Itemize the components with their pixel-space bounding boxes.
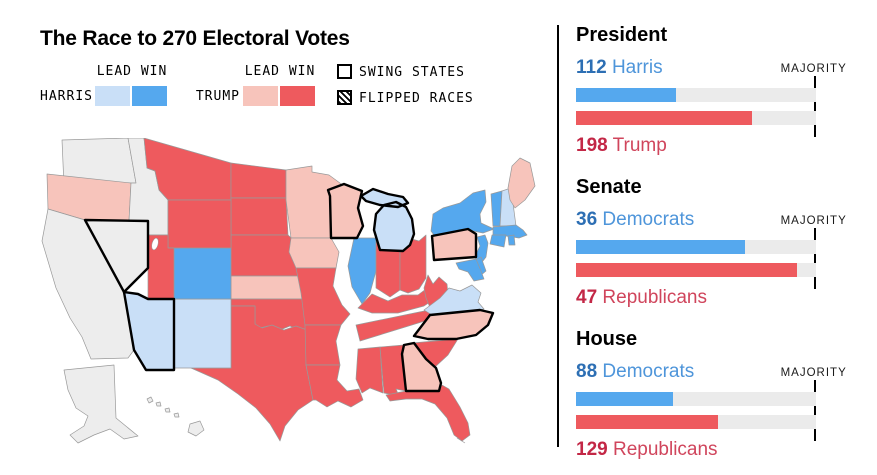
senate-section: Senate 36 Democrats MAJORITY 47 Republic… xyxy=(576,176,866,309)
state-NC[interactable] xyxy=(412,308,495,341)
trump-total: 198 Trump xyxy=(576,134,866,157)
house-dem-total: 88 Democrats xyxy=(576,360,866,383)
state-MD[interactable] xyxy=(455,258,485,282)
state-TX[interactable] xyxy=(190,305,314,442)
state-FL[interactable] xyxy=(385,384,471,442)
state-ND[interactable] xyxy=(230,162,287,199)
state-IA[interactable] xyxy=(288,237,340,269)
trump-leadwin-label: LEAD WIN xyxy=(244,64,316,79)
harris-total: 112 Harris xyxy=(576,56,866,79)
state-HI[interactable] xyxy=(146,396,205,437)
trump-legend-label: TRUMP xyxy=(195,89,240,104)
map-legend: LEAD WIN HARRIS LEAD WIN TRUMP SWING STA… xyxy=(40,64,540,112)
state-WY[interactable] xyxy=(167,199,232,249)
state-CT[interactable] xyxy=(489,234,507,248)
harris-bar xyxy=(576,88,816,102)
trump-win-swatch xyxy=(280,86,315,106)
senate-rep-total: 47 Republicans xyxy=(576,286,866,309)
majority-line xyxy=(814,76,816,137)
house-rep-bar xyxy=(576,415,816,429)
state-GA[interactable] xyxy=(400,341,443,393)
state-NY[interactable] xyxy=(430,189,495,236)
harris-lead-swatch xyxy=(95,86,130,106)
section-title-house: House xyxy=(576,328,638,350)
house-rep-total: 129 Republicans xyxy=(576,438,866,461)
state-NM[interactable] xyxy=(173,298,232,369)
panel-divider xyxy=(557,25,559,447)
us-map xyxy=(41,138,536,444)
house-rep-name: Republicans xyxy=(612,439,718,460)
harris-legend-label: HARRIS xyxy=(40,89,93,104)
state-MO[interactable] xyxy=(295,267,351,326)
state-ME[interactable] xyxy=(507,157,536,209)
senate-rep-name: Republicans xyxy=(602,287,707,308)
state-CO[interactable] xyxy=(173,247,232,300)
trump-votes: 198 xyxy=(576,135,608,156)
state-AK[interactable] xyxy=(63,364,139,444)
flipped-races-label: FLIPPED RACES xyxy=(359,91,474,106)
majority-label: MAJORITY xyxy=(780,63,847,75)
harris-win-swatch xyxy=(132,86,167,106)
majority-line xyxy=(814,228,816,289)
trump-lead-swatch xyxy=(243,86,278,106)
trump-bar xyxy=(576,111,816,125)
state-MS[interactable] xyxy=(355,346,384,394)
state-AR[interactable] xyxy=(304,324,342,366)
majority-label: MAJORITY xyxy=(780,215,847,227)
trump-name: Trump xyxy=(612,135,667,156)
house-rep-seats: 129 xyxy=(576,439,608,460)
senate-rep-seats: 47 xyxy=(576,287,598,308)
florida-keys xyxy=(456,437,466,444)
page-title: The Race to 270 Electoral Votes xyxy=(40,27,350,50)
state-WI[interactable] xyxy=(326,182,365,240)
harris-votes: 112 xyxy=(576,57,607,78)
house-dem-seats: 88 xyxy=(576,361,598,382)
state-RI[interactable] xyxy=(507,234,516,246)
state-LA[interactable] xyxy=(305,364,364,408)
swing-states-icon xyxy=(337,64,352,79)
house-dem-name: Democrats xyxy=(602,361,695,382)
harris-name: Harris xyxy=(611,57,663,78)
section-title-president: President xyxy=(576,24,668,46)
state-MI[interactable] xyxy=(359,187,416,253)
section-title-senate: Senate xyxy=(576,176,642,198)
state-KS[interactable] xyxy=(230,275,306,300)
state-AZ[interactable] xyxy=(122,290,176,372)
flipped-races-icon xyxy=(337,90,352,105)
president-section: President 112 Harris MAJORITY 198 Trump xyxy=(576,24,866,157)
senate-dem-bar xyxy=(576,240,816,254)
harris-leadwin-label: LEAD WIN xyxy=(96,64,168,79)
senate-dem-seats: 36 xyxy=(576,209,598,230)
senate-dem-total: 36 Democrats xyxy=(576,208,866,231)
state-SD[interactable] xyxy=(230,197,289,236)
house-dem-bar xyxy=(576,392,816,406)
house-section: House 88 Democrats MAJORITY 129 Republic… xyxy=(576,328,866,461)
great-salt-lake xyxy=(151,237,159,251)
majority-line xyxy=(814,380,816,441)
senate-dem-name: Democrats xyxy=(602,209,695,230)
state-PA[interactable] xyxy=(430,227,478,262)
majority-label: MAJORITY xyxy=(780,367,847,379)
results-panel: President 112 Harris MAJORITY 198 Trump … xyxy=(576,24,866,475)
state-NV[interactable] xyxy=(83,218,150,294)
swing-states-label: SWING STATES xyxy=(359,65,465,80)
senate-rep-bar xyxy=(576,263,816,277)
